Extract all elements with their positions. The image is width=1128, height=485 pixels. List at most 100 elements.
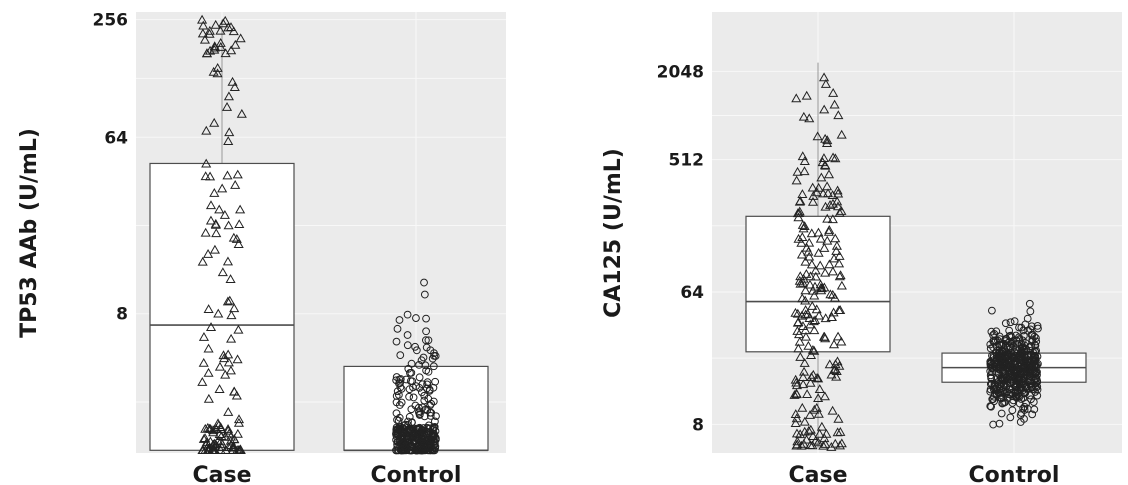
ca125-point-case xyxy=(811,187,822,197)
tp53-y-tick-label: 8 xyxy=(116,305,128,325)
tp53-point-control xyxy=(420,412,429,421)
tp53-point-control xyxy=(397,384,406,393)
tp53-point-control xyxy=(422,327,430,336)
tp53-point-case xyxy=(223,425,234,435)
ca125-point-case xyxy=(805,424,816,434)
ca125-point-case xyxy=(804,409,816,419)
ca125-point-case xyxy=(831,246,842,255)
ca125-point-case xyxy=(797,219,808,229)
ca125-point-case xyxy=(794,275,805,285)
ca125-point-case xyxy=(805,271,816,281)
tp53-point-case xyxy=(214,204,225,214)
ca125-point-case xyxy=(804,237,815,247)
ca125-point-control xyxy=(1030,352,1039,360)
tp53-point-control xyxy=(415,360,423,369)
tp53-point-case xyxy=(211,228,222,238)
ca125-point-control xyxy=(1028,410,1037,419)
ca125-point-case xyxy=(833,188,844,198)
ca125-point-control xyxy=(1008,406,1017,415)
ca125-point-case xyxy=(800,325,811,335)
tp53-point-case xyxy=(233,414,245,424)
tp53-point-control xyxy=(425,385,434,394)
tp53-y-tick-label: 64 xyxy=(104,128,128,148)
tp53-point-control xyxy=(392,337,401,346)
ca125-point-control xyxy=(986,344,995,353)
ca125-point-case xyxy=(806,228,817,238)
ca125-point-case xyxy=(811,403,822,412)
tp53-point-control xyxy=(392,376,401,385)
tp53-point-control xyxy=(401,420,410,429)
ca125-point-control xyxy=(998,375,1006,384)
ca125-point-case xyxy=(830,438,841,448)
ca125-point-case xyxy=(820,201,831,211)
tp53-point-case xyxy=(226,333,237,343)
ca125-point-case xyxy=(814,384,825,393)
ca125-point-case xyxy=(799,426,810,436)
ca125-point-control xyxy=(998,376,1007,385)
tp53-point-control xyxy=(407,359,416,368)
tp53-point-case xyxy=(222,296,233,306)
ca125-point-case xyxy=(819,159,831,169)
ca125-point-case xyxy=(828,253,840,263)
tp53-point-case xyxy=(201,158,212,168)
ca125-point-control xyxy=(1023,404,1032,413)
tp53-point-case xyxy=(225,365,236,375)
ca125-point-control xyxy=(997,380,1006,389)
ca125-point-control xyxy=(1020,341,1029,350)
ca125-point-case xyxy=(822,213,833,223)
ca125-point-case xyxy=(790,418,801,428)
ca125-point-case xyxy=(805,377,816,387)
ca125-point-case xyxy=(795,196,806,205)
tp53-point-case xyxy=(200,423,211,433)
tp53-point-control xyxy=(409,424,418,433)
ca125-point-case xyxy=(809,290,820,300)
ca125-point-case xyxy=(815,233,826,243)
tp53-point-case xyxy=(213,308,224,318)
tp53-point-control xyxy=(423,446,432,454)
tp53-point-case xyxy=(235,204,246,214)
ca125-point-control xyxy=(997,409,1006,418)
tp53-point-control xyxy=(426,412,435,420)
ca125-point-case xyxy=(826,312,837,321)
ca125-point-control xyxy=(1012,381,1021,390)
ca125-point-case xyxy=(827,405,838,415)
ca125-point-case xyxy=(834,271,845,281)
tp53-point-control xyxy=(405,412,414,421)
ca125-point-control xyxy=(1027,382,1036,391)
tp53-point-case xyxy=(199,34,211,44)
tp53-point-case xyxy=(226,45,237,55)
tp53-point-control xyxy=(432,412,440,421)
ca125-point-case xyxy=(809,345,820,355)
tp53-point-control xyxy=(427,430,435,439)
ca125-point-case xyxy=(833,331,844,341)
tp53-point-case xyxy=(230,39,241,49)
tp53-point-control xyxy=(393,387,402,396)
ca125-point-case xyxy=(823,226,834,236)
tp53-y-ticks: 8 64 256 xyxy=(93,11,129,325)
ca125-point-case xyxy=(827,198,838,208)
ca125-point-case xyxy=(818,72,830,82)
ca125-point-case xyxy=(819,433,830,443)
ca125-boxes xyxy=(745,62,1087,449)
tp53-point-case xyxy=(201,125,212,135)
tp53-point-control xyxy=(395,427,404,435)
ca125-point-case xyxy=(833,305,845,315)
ca125-point-case xyxy=(828,339,840,349)
tp53-point-case xyxy=(229,303,240,313)
ca125-point-control xyxy=(1026,361,1035,370)
ca125-point-case xyxy=(806,259,817,269)
ca125-point-case xyxy=(791,93,802,103)
ca125-point-case xyxy=(810,271,821,281)
ca125-point-control xyxy=(1012,393,1021,402)
tp53-point-control xyxy=(420,278,428,287)
ca125-point-control xyxy=(1026,307,1035,316)
ca125-point-case xyxy=(794,336,805,346)
tp53-point-case xyxy=(210,219,221,229)
tp53-point-control xyxy=(397,398,406,407)
tp53-point-case xyxy=(228,445,239,454)
tp53-x-tick-label: Control xyxy=(371,463,462,485)
tp53-point-control xyxy=(426,346,435,355)
tp53-point-control xyxy=(396,383,405,392)
ca125-point-case xyxy=(799,166,810,176)
